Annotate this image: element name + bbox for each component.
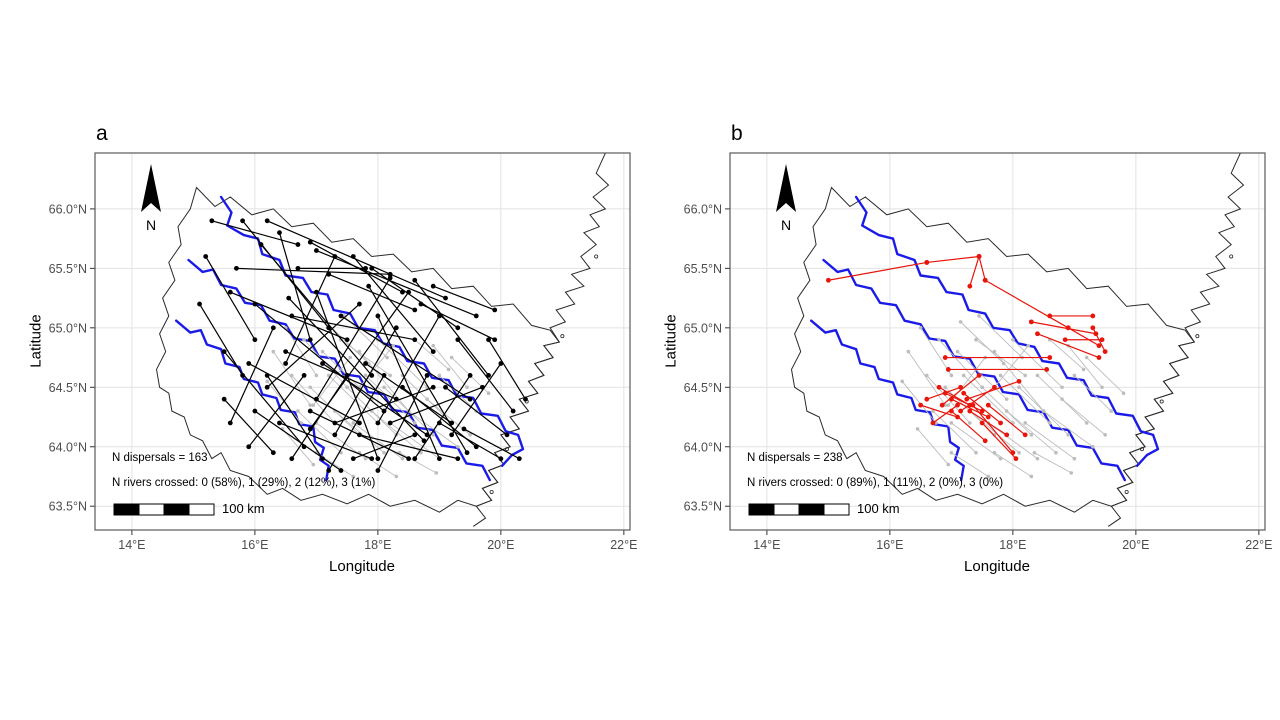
river-path — [854, 195, 1160, 467]
plot-background — [95, 153, 630, 530]
north-arrow-label: N — [780, 217, 792, 233]
x-tick-label: 22°E — [610, 538, 637, 552]
y-tick-label: 64.0°N — [49, 440, 87, 454]
y-tick-label: 65.5°N — [684, 262, 722, 276]
island-dot — [489, 489, 494, 494]
map-layer — [95, 153, 630, 530]
north-arrow-icon — [141, 164, 161, 212]
island-dot — [594, 254, 599, 259]
scale-bar-label: 100 km — [857, 501, 900, 516]
axis-ticks: 14°E 16°E 18°E 20°E 22°E 66.0°N 65.5°N 65.0°N 64… — [684, 202, 1273, 552]
panel-border — [94, 152, 631, 531]
red-dispersal-points — [825, 254, 1108, 462]
x-tick-label: 18°E — [999, 538, 1026, 552]
map-a: 14°E 16°E 18°E 20°E 22°E 66.0°N 65.5°N 65.0°N 64… — [49, 152, 638, 552]
black-dispersal-segments — [199, 220, 526, 472]
island-dot — [1124, 489, 1129, 494]
y-tick-label: 64.0°N — [684, 440, 722, 454]
y-tick-label: 66.0°N — [49, 202, 87, 216]
dispersal-count-text: N dispersals = 238 — [747, 452, 843, 464]
scale-bar-label: 100 km — [222, 501, 265, 516]
y-tick-label: 64.5°N — [49, 381, 87, 395]
x-axis-title: Longitude — [964, 558, 1030, 575]
x-tick-label: 18°E — [364, 538, 391, 552]
plot-background — [730, 153, 1265, 530]
y-tick-label: 63.5°N — [684, 500, 722, 514]
x-tick-label: 14°E — [753, 538, 780, 552]
x-tick-label: 20°E — [487, 538, 514, 552]
scale-bar — [113, 503, 215, 516]
x-tick-label: 16°E — [876, 538, 903, 552]
red-dispersal-segments — [828, 255, 1106, 460]
river-path — [822, 258, 1126, 482]
river-path — [175, 319, 330, 482]
study-area-boundary — [155, 186, 561, 513]
north-arrow-icon — [776, 164, 796, 212]
rivers-crossed-text: N rivers crossed: 0 (89%), 1 (11%), 2 (0… — [747, 477, 1004, 489]
island-dot — [1140, 447, 1145, 452]
black-dispersal-points — [197, 218, 528, 473]
panel-b: 14°E 16°E 18°E 20°E 22°E 66.0°N 65.5°N 65.0°N 64… — [655, 118, 1280, 608]
axis-ticks: 14°E 16°E 18°E 20°E 22°E 66.0°N 65.5°N 65.0°N 64… — [49, 202, 638, 552]
x-tick-label: 22°E — [1245, 538, 1272, 552]
y-tick-label: 65.0°N — [49, 321, 87, 335]
island-dot — [1159, 399, 1164, 404]
y-axis-title: Latitude — [662, 314, 680, 368]
map-layer — [730, 153, 1265, 530]
river-path — [810, 319, 965, 482]
island-dot — [1229, 254, 1234, 259]
rivers-crossed-text: N rivers crossed: 0 (58%), 1 (29%), 2 (1… — [112, 477, 376, 489]
x-axis-title: Longitude — [329, 558, 395, 575]
x-tick-label: 16°E — [241, 538, 268, 552]
y-tick-label: 65.5°N — [49, 262, 87, 276]
panel-label: a — [96, 122, 108, 145]
panel-label: b — [731, 122, 743, 145]
y-tick-label: 64.5°N — [684, 381, 722, 395]
x-tick-label: 14°E — [118, 538, 145, 552]
island-dot — [1195, 334, 1200, 339]
scale-bar — [748, 503, 850, 516]
panel-a: 14°E 16°E 18°E 20°E 22°E 66.0°N 65.5°N 65.0°N 64… — [20, 118, 660, 608]
x-tick-label: 20°E — [1122, 538, 1149, 552]
y-tick-label: 66.0°N — [684, 202, 722, 216]
island-dot — [560, 334, 565, 339]
y-tick-label: 65.0°N — [684, 321, 722, 335]
river-path — [219, 195, 525, 467]
study-area-boundary — [790, 186, 1196, 513]
y-axis-title: Latitude — [27, 314, 45, 368]
gray-dispersal-points — [265, 314, 491, 479]
map-b: 14°E 16°E 18°E 20°E 22°E 66.0°N 65.5°N 65.0°N 64… — [684, 152, 1273, 552]
dispersal-count-text: N dispersals = 163 — [112, 452, 208, 464]
gray-dispersal-points — [900, 314, 1126, 479]
north-arrow-label: N — [145, 217, 157, 233]
island-dot — [505, 447, 510, 452]
y-tick-label: 63.5°N — [49, 500, 87, 514]
river-path — [187, 258, 491, 482]
panel-border — [729, 152, 1266, 531]
